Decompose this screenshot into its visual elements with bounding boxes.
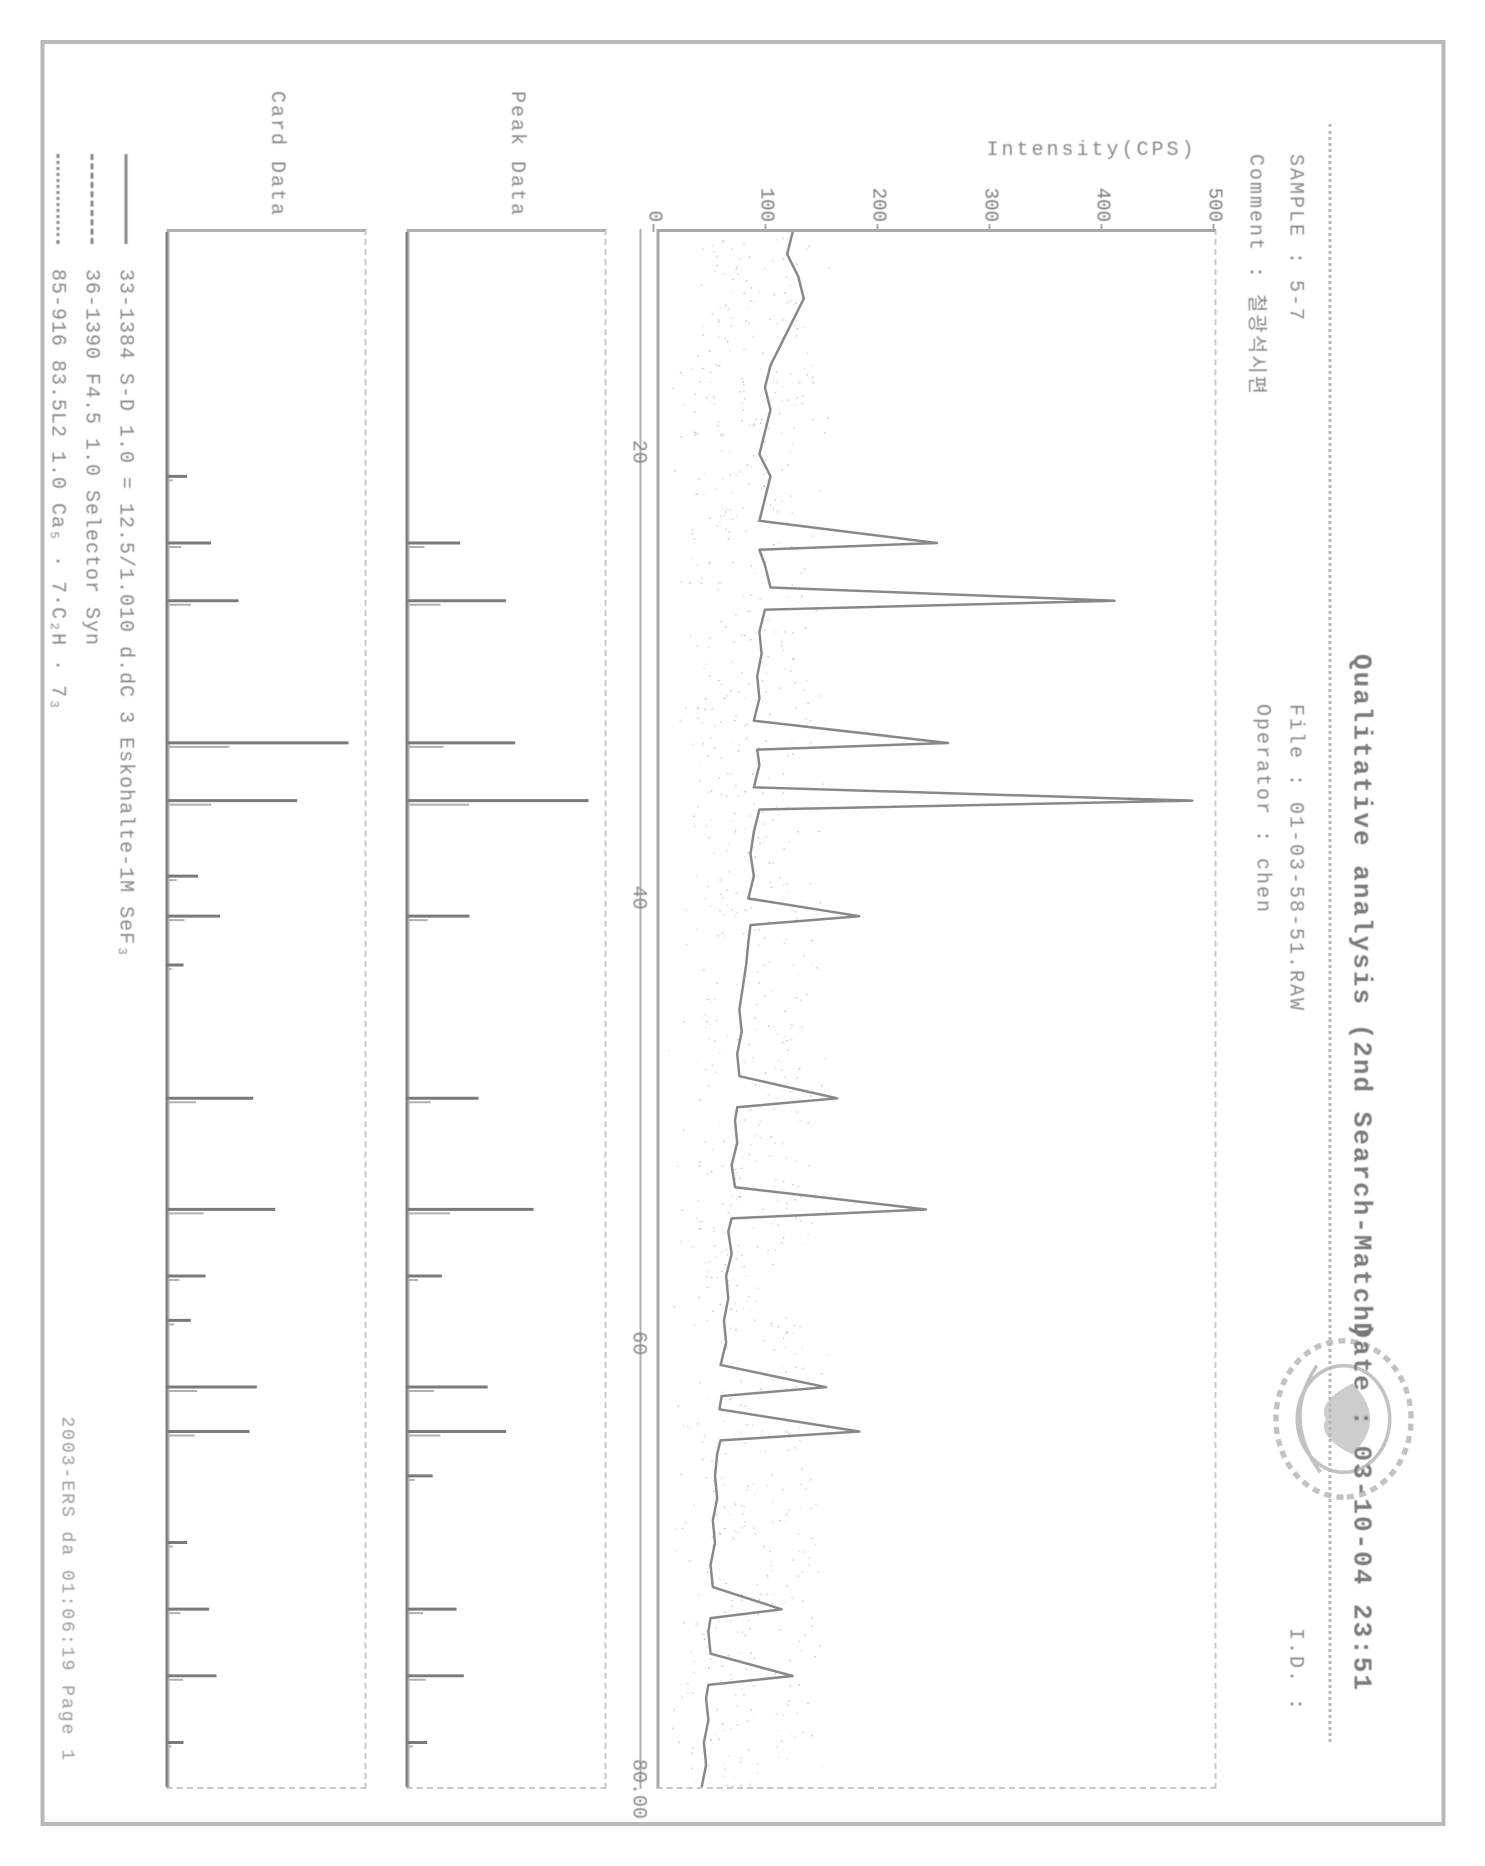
page-title: Qualitative analysis (2nd Search-Match) (1346, 654, 1376, 1341)
legend-row: 36-1390 F4.5 1.0 Selector Syn (73, 154, 107, 1742)
legend-pdf-id: 33-1384 S-D (113, 256, 136, 425)
legend-pdf-id: 36-1390 F4.5 (79, 256, 102, 438)
xtick-label: 20 (626, 440, 649, 464)
comment-label: Comment : 철광석시편 (1243, 154, 1273, 396)
ytick-label: 500 (1203, 152, 1225, 232)
xtick-label: 40 (626, 886, 649, 910)
subchart-card-data: Card Data (166, 229, 366, 1789)
legend-text: 1.0 Selector Syn (79, 438, 102, 646)
ytick-label: 0 (643, 152, 665, 232)
legend-swatch (56, 154, 59, 244)
subchart-2-label: Card Data (265, 91, 288, 217)
subchart-peak-data: Peak Data (406, 229, 606, 1789)
legend-text: Ca₅ · 7·C₂H · 7₃ (45, 503, 68, 711)
ytick-label: 200 (867, 152, 889, 232)
legend: 33-1384 S-D 1.0 = 12.5/1.010 d.dC 3 Esko… (39, 154, 141, 1742)
stamp-seal (1263, 1324, 1423, 1514)
date-label: Date : 03-10-04 23:51 (1346, 1322, 1376, 1692)
sticks-1-svg (405, 232, 604, 1787)
subchart-1-label: Peak Data (505, 91, 528, 217)
id-label: I.D. : (1283, 1628, 1306, 1712)
xtick-label: 60 (626, 1331, 649, 1355)
page-footer: 2003-ERS da 01:06:19 Page 1 (56, 1416, 76, 1762)
xtick-label: 80.00 (626, 1759, 649, 1819)
ytick-label: 300 (979, 152, 1001, 232)
operator-label: Operator : chen (1250, 704, 1273, 914)
file-label: File : 01-03-58-51.RAW (1283, 704, 1306, 1012)
legend-text: 1.0 = 12.5/1.010 d.dC 3 Eskohalte-1M SeF… (113, 425, 136, 958)
title-divider (1328, 124, 1331, 1742)
legend-swatch (90, 154, 93, 244)
legend-swatch (124, 154, 127, 244)
legend-row: 33-1384 S-D 1.0 = 12.5/1.010 d.dC 3 Esko… (107, 154, 141, 1742)
legend-pdf-id: 85-916 83.5L2 1.0 (45, 256, 68, 503)
page-rotated-container: Qualitative analysis (2nd Search-Match) … (0, 0, 1485, 1866)
main-spectrum-chart: 0100200300400500 (656, 229, 1216, 1789)
ytick-label: 400 (1091, 152, 1113, 232)
page-frame: Qualitative analysis (2nd Search-Match) … (40, 40, 1445, 1826)
spectrum-svg (659, 232, 1214, 1787)
sample-label: SAMPLE : 5-7 (1283, 154, 1306, 322)
sticks-2-svg (165, 232, 364, 1787)
ytick-label: 100 (755, 152, 777, 232)
